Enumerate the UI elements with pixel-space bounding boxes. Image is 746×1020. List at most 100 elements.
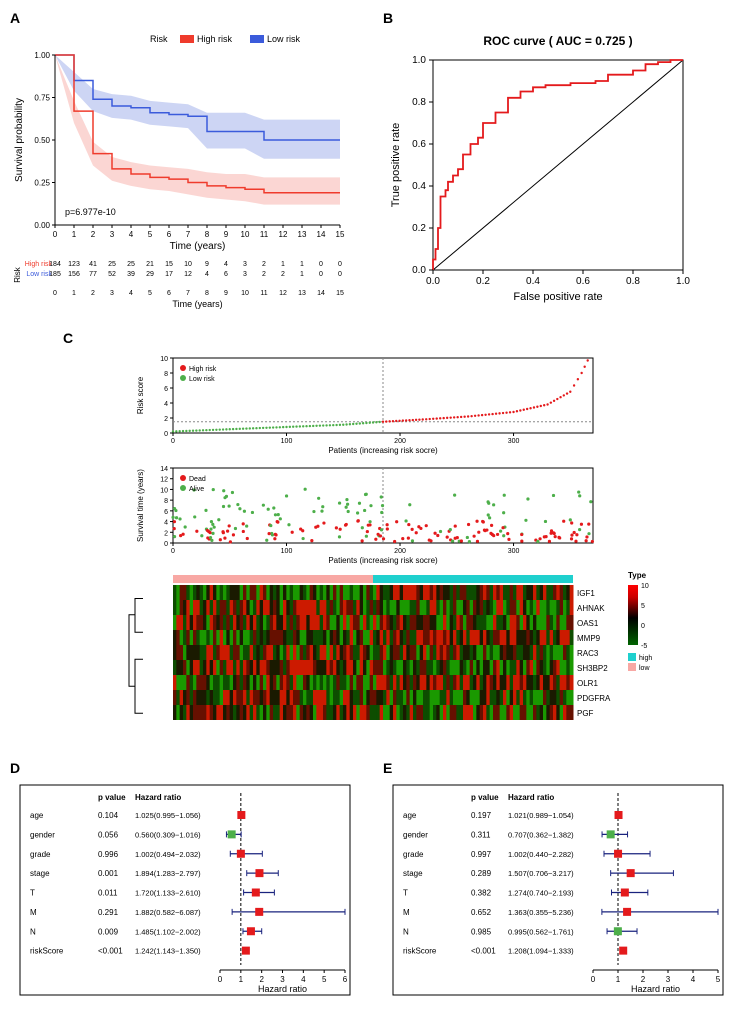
- svg-text:RAC3: RAC3: [577, 649, 599, 658]
- svg-text:2: 2: [259, 975, 264, 984]
- panel-a-label: A: [10, 10, 363, 26]
- svg-text:0: 0: [171, 438, 175, 445]
- svg-text:Risk: Risk: [150, 34, 168, 44]
- svg-text:ROC curve ( AUC = 0.725 ): ROC curve ( AUC = 0.725 ): [483, 34, 632, 48]
- svg-text:<0.001: <0.001: [471, 947, 496, 956]
- svg-text:Alive: Alive: [189, 486, 204, 493]
- svg-text:Hazard ratio: Hazard ratio: [508, 793, 554, 802]
- svg-text:14: 14: [160, 466, 168, 473]
- svg-text:OLR1: OLR1: [577, 679, 598, 688]
- svg-text:riskScore: riskScore: [30, 947, 64, 956]
- svg-text:PDGFRA: PDGFRA: [577, 694, 611, 703]
- svg-text:N: N: [403, 927, 409, 936]
- row-ab: A RiskHigh riskLow risk0.000.250.500.751…: [10, 10, 736, 310]
- svg-text:Time (years): Time (years): [172, 299, 222, 309]
- svg-text:1.00: 1.00: [34, 51, 50, 60]
- svg-text:1: 1: [616, 975, 621, 984]
- svg-text:13: 13: [298, 230, 307, 239]
- svg-text:p=6.977e-10: p=6.977e-10: [65, 207, 116, 217]
- svg-text:1.002(0.494−2.032): 1.002(0.494−2.032): [135, 850, 201, 859]
- figure-container: A RiskHigh riskLow risk0.000.250.500.751…: [10, 10, 736, 1010]
- svg-text:High risk: High risk: [197, 34, 233, 44]
- svg-text:0.4: 0.4: [412, 181, 426, 192]
- svg-text:0: 0: [591, 975, 596, 984]
- svg-text:1.208(1.094−1.333): 1.208(1.094−1.333): [508, 947, 574, 956]
- svg-text:T: T: [30, 889, 35, 898]
- svg-text:PGF: PGF: [577, 709, 594, 718]
- svg-text:Time (years): Time (years): [170, 241, 226, 252]
- svg-text:3: 3: [110, 290, 114, 297]
- svg-text:Hazard ratio: Hazard ratio: [135, 793, 181, 802]
- svg-text:6: 6: [167, 290, 171, 297]
- svg-text:0.75: 0.75: [34, 94, 50, 103]
- svg-text:0: 0: [319, 261, 323, 268]
- svg-text:0.560(0.309−1.016): 0.560(0.309−1.016): [135, 830, 201, 839]
- svg-text:25: 25: [127, 261, 135, 268]
- svg-text:2: 2: [262, 271, 266, 278]
- svg-text:0.6: 0.6: [576, 276, 590, 287]
- svg-text:0.997: 0.997: [471, 850, 492, 859]
- svg-text:7: 7: [186, 290, 190, 297]
- panel-b-label: B: [383, 10, 736, 26]
- svg-text:11: 11: [260, 290, 267, 297]
- svg-text:1.021(0.989−1.054): 1.021(0.989−1.054): [508, 811, 574, 820]
- svg-text:2: 2: [641, 975, 646, 984]
- svg-text:100: 100: [281, 548, 293, 555]
- svg-text:77: 77: [89, 271, 97, 278]
- svg-text:0.291: 0.291: [98, 908, 119, 917]
- svg-text:8: 8: [205, 230, 210, 239]
- svg-text:6: 6: [164, 386, 168, 393]
- svg-text:0.001: 0.001: [98, 869, 119, 878]
- svg-text:Risk score: Risk score: [136, 376, 145, 414]
- row-de: D p valueHazard ratioage0.1041.025(0.995…: [10, 760, 736, 1010]
- svg-text:8: 8: [164, 371, 168, 378]
- svg-text:4: 4: [164, 520, 168, 527]
- svg-text:0.50: 0.50: [34, 136, 50, 145]
- svg-text:12: 12: [160, 477, 168, 484]
- svg-text:1.363(0.355−5.236): 1.363(0.355−5.236): [508, 908, 574, 917]
- svg-text:3: 3: [280, 975, 285, 984]
- svg-text:14: 14: [317, 230, 326, 239]
- svg-text:10: 10: [184, 261, 192, 268]
- svg-text:8: 8: [164, 498, 168, 505]
- svg-text:41: 41: [89, 261, 97, 268]
- svg-text:False positive rate: False positive rate: [513, 291, 602, 303]
- svg-text:IGF1: IGF1: [577, 589, 595, 598]
- svg-text:300: 300: [508, 548, 520, 555]
- svg-text:4: 4: [224, 261, 228, 268]
- svg-text:5: 5: [322, 975, 327, 984]
- svg-text:0: 0: [53, 290, 57, 297]
- svg-text:1: 1: [300, 261, 304, 268]
- svg-text:1.0: 1.0: [676, 276, 690, 287]
- panel-c: C 02468100100200300Patients (increasing …: [123, 330, 623, 740]
- svg-text:OAS1: OAS1: [577, 619, 599, 628]
- svg-text:10: 10: [241, 290, 249, 297]
- svg-text:Patients (increasing risk socr: Patients (increasing risk socre): [328, 556, 438, 565]
- svg-text:29: 29: [146, 271, 154, 278]
- svg-text:0: 0: [338, 271, 342, 278]
- svg-text:Low risk: Low risk: [267, 34, 301, 44]
- svg-text:1.894(1.283−2.797): 1.894(1.283−2.797): [135, 869, 201, 878]
- svg-text:9: 9: [224, 290, 228, 297]
- panel-a: A RiskHigh riskLow risk0.000.250.500.751…: [10, 10, 363, 310]
- svg-text:T: T: [403, 889, 408, 898]
- heatmap: IGF1AHNAKOAS1MMP9RAC3SH3BP2OLR1PDGFRAPGF…: [123, 570, 683, 740]
- svg-text:300: 300: [508, 438, 520, 445]
- svg-text:5: 5: [641, 603, 645, 610]
- svg-text:0: 0: [641, 623, 645, 630]
- survival-scatter: 024681012140100200300Patients (increasin…: [123, 460, 623, 570]
- svg-text:Risk: Risk: [13, 266, 22, 283]
- svg-text:Hazard ratio: Hazard ratio: [258, 984, 307, 994]
- svg-text:11: 11: [260, 230, 269, 239]
- svg-text:0: 0: [218, 975, 223, 984]
- svg-text:4: 4: [129, 230, 134, 239]
- svg-text:3: 3: [243, 271, 247, 278]
- svg-text:2: 2: [262, 261, 266, 268]
- svg-text:0: 0: [53, 230, 58, 239]
- svg-text:1.507(0.706−3.217): 1.507(0.706−3.217): [508, 869, 574, 878]
- svg-text:2: 2: [164, 530, 168, 537]
- svg-text:123: 123: [68, 261, 80, 268]
- svg-text:7: 7: [186, 230, 191, 239]
- svg-text:17: 17: [165, 271, 173, 278]
- svg-text:200: 200: [394, 438, 406, 445]
